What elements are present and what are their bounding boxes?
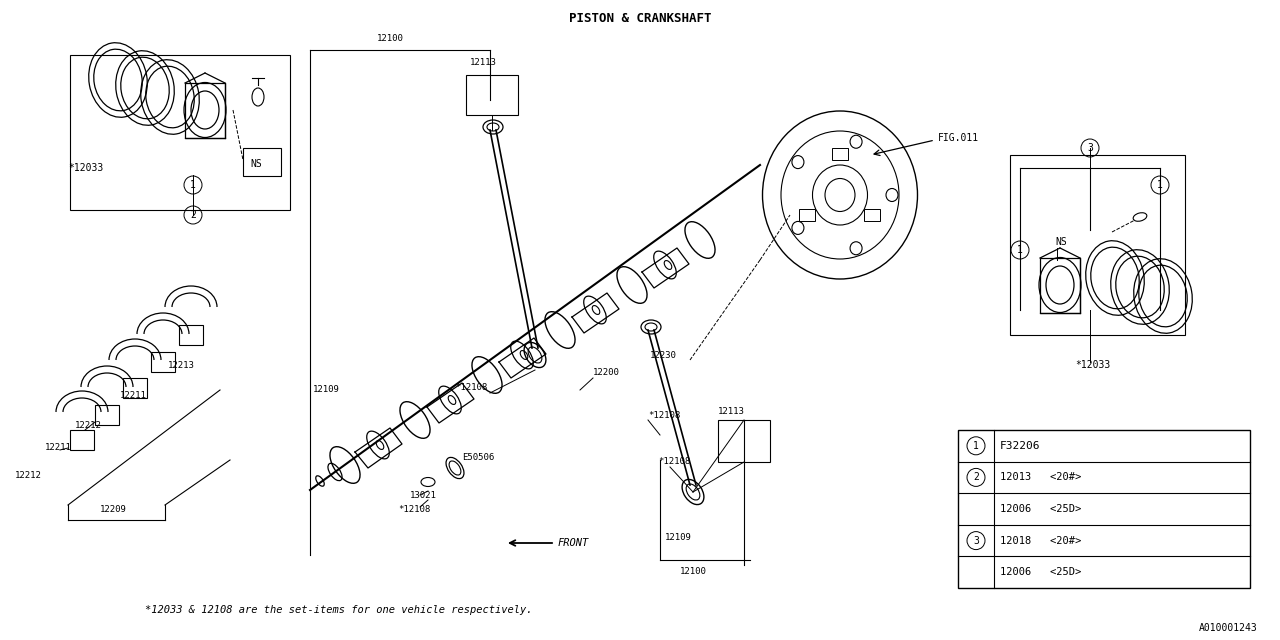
Text: 3: 3 [973, 536, 979, 545]
Text: 12213: 12213 [168, 360, 195, 369]
Bar [957, 430, 1251, 588]
Text: 12018   <20#>: 12018 <20#> [1000, 536, 1082, 545]
Text: *12033 & 12108 are the set-items for one vehicle respectively.: *12033 & 12108 are the set-items for one… [145, 605, 532, 615]
Bar [70, 430, 93, 450]
Bar [832, 148, 849, 160]
Text: 12006   <25D>: 12006 <25D> [1000, 504, 1082, 514]
Text: FRONT: FRONT [558, 538, 589, 548]
Text: *12108: *12108 [398, 506, 430, 515]
Text: FIG.011: FIG.011 [938, 133, 979, 143]
Text: *12108: *12108 [454, 383, 488, 392]
Bar [95, 405, 119, 425]
Bar [179, 325, 204, 345]
Text: *12033: *12033 [68, 163, 104, 173]
Bar [864, 209, 881, 221]
Text: E50506: E50506 [462, 454, 494, 463]
Text: 12211: 12211 [45, 444, 72, 452]
Bar [70, 55, 291, 210]
Text: 12212: 12212 [76, 420, 102, 429]
Bar [243, 148, 282, 176]
Text: 12113: 12113 [718, 408, 745, 417]
Bar [1010, 155, 1185, 335]
Text: NS: NS [1055, 237, 1066, 247]
Text: 12100: 12100 [680, 568, 707, 577]
Text: PISTON & CRANKSHAFT: PISTON & CRANKSHAFT [568, 12, 712, 24]
Text: 12212: 12212 [15, 470, 42, 479]
Text: 3: 3 [1087, 143, 1093, 153]
Bar [799, 209, 815, 221]
Text: 1: 1 [1018, 245, 1023, 255]
Text: 12230: 12230 [650, 351, 677, 360]
Text: 1: 1 [1157, 180, 1164, 190]
Text: 2: 2 [973, 472, 979, 483]
Text: 12209: 12209 [100, 506, 127, 515]
Bar [1039, 258, 1080, 313]
Text: 12109: 12109 [314, 385, 340, 394]
Text: *12108: *12108 [648, 410, 680, 419]
Text: A010001243: A010001243 [1199, 623, 1258, 633]
Text: NS: NS [250, 159, 261, 169]
Bar [123, 378, 147, 398]
Text: *12033: *12033 [1075, 360, 1110, 370]
Text: 1: 1 [189, 180, 196, 190]
Bar [718, 420, 771, 462]
Bar [466, 75, 518, 115]
Text: 12100: 12100 [376, 33, 403, 42]
Text: 12109: 12109 [666, 532, 692, 541]
Text: 12113: 12113 [470, 58, 497, 67]
Text: 12006   <25D>: 12006 <25D> [1000, 567, 1082, 577]
Text: 1: 1 [973, 441, 979, 451]
Text: 12013   <20#>: 12013 <20#> [1000, 472, 1082, 483]
Text: 13021: 13021 [410, 490, 436, 499]
Text: *12108: *12108 [658, 458, 690, 467]
Text: 12200: 12200 [593, 367, 620, 376]
Bar [186, 83, 225, 138]
Text: 12211: 12211 [120, 390, 147, 399]
Bar [151, 352, 175, 372]
Text: 2: 2 [189, 210, 196, 220]
Text: F32206: F32206 [1000, 441, 1041, 451]
